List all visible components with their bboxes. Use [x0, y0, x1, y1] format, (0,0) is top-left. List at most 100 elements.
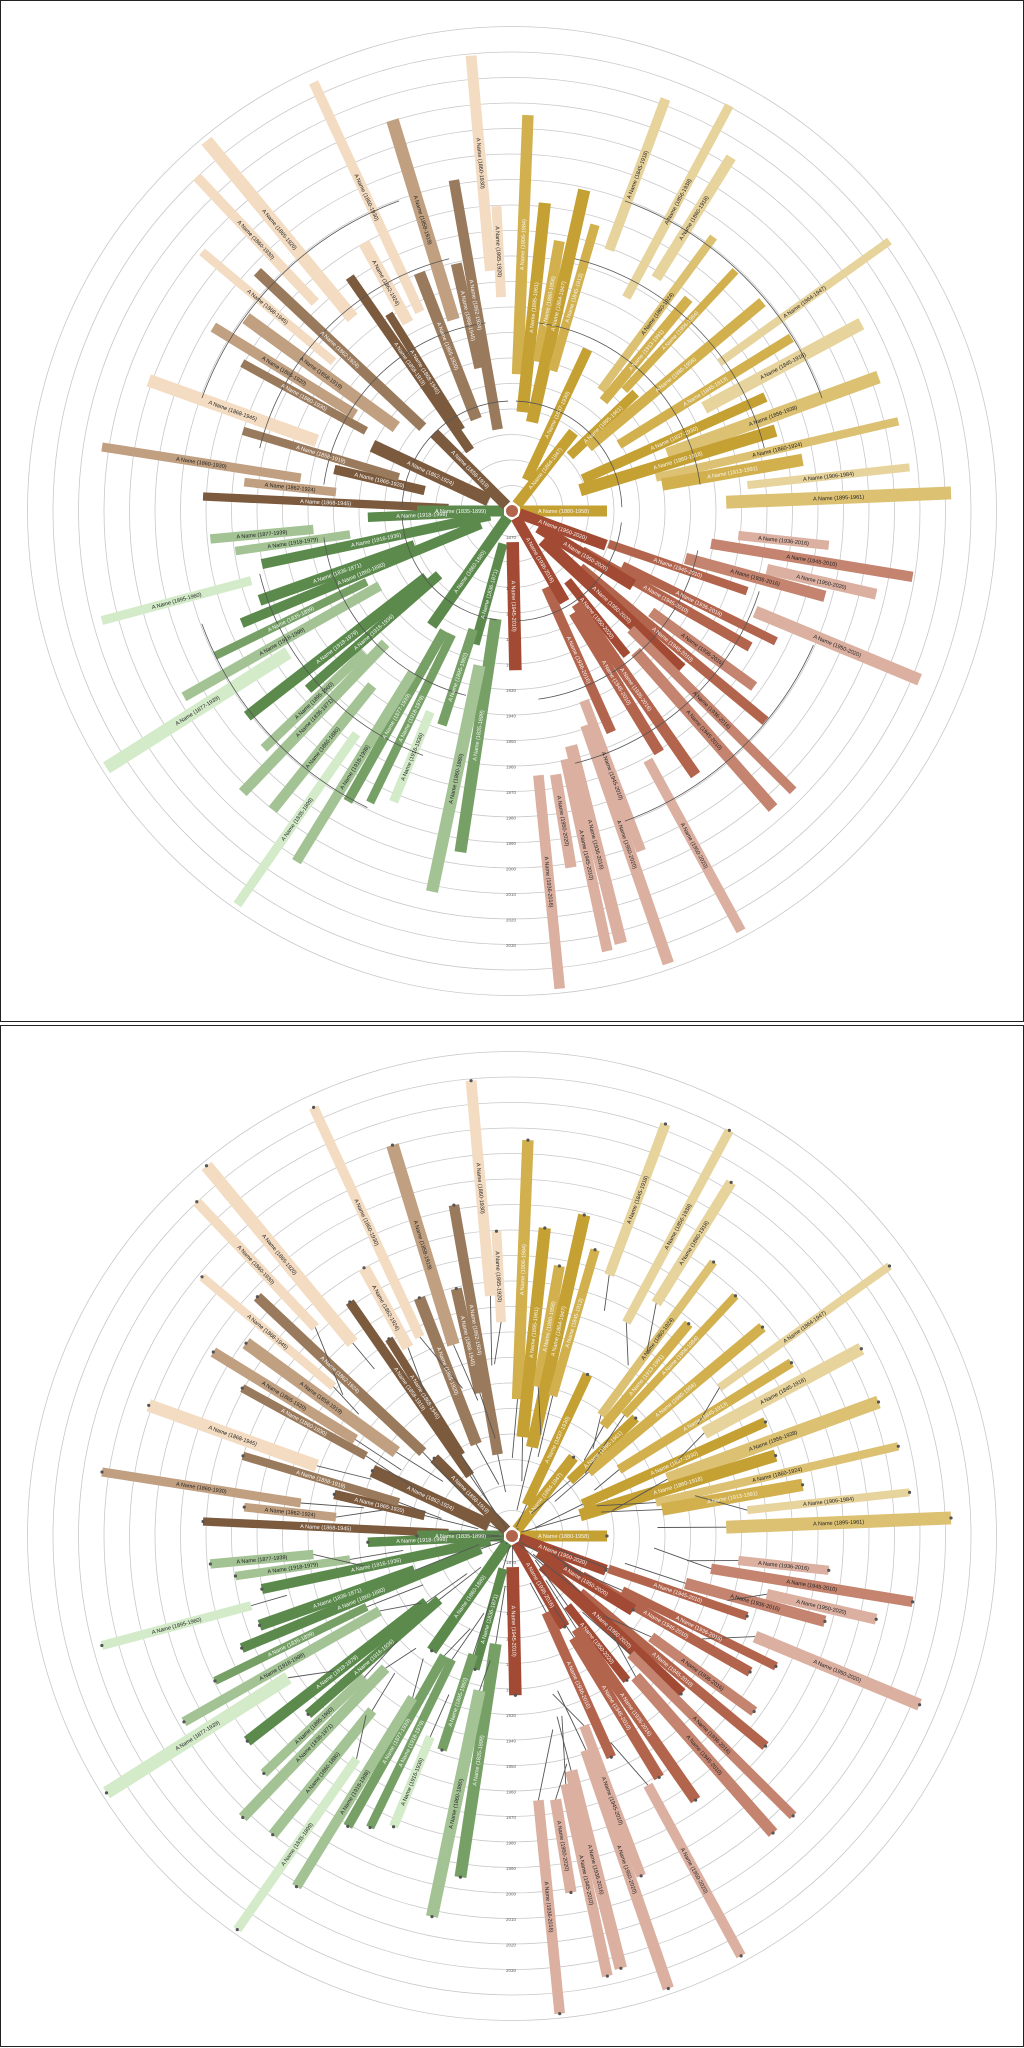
branch-connector: [365, 1455, 424, 1495]
lifespan-bar: [607, 1564, 749, 1621]
person-label: A Name (1895-1961): [529, 1307, 540, 1359]
lifespan-bar: [333, 464, 426, 496]
lifespan-bar: [413, 270, 482, 422]
branch-endpoint: [604, 1568, 608, 1572]
person-label: A Name (1936-2016): [543, 1881, 554, 1933]
branch-endpoint: [619, 1966, 623, 1970]
branch-connector: [426, 1573, 468, 1603]
lifespan-bar: [260, 1535, 492, 1595]
lifespan-bar: [683, 1577, 827, 1627]
lifespan-bar: [233, 731, 361, 908]
branch-connector: [553, 1606, 575, 1638]
branch-connector: [515, 1504, 527, 1528]
lifespan-bar: [238, 639, 390, 797]
branch-connector: [530, 1480, 571, 1515]
branch-endpoint: [473, 1667, 477, 1671]
branch-endpoint: [242, 1505, 246, 1509]
grid-ring: [231, 230, 793, 792]
branch-endpoint: [366, 1540, 370, 1544]
branch-endpoint: [752, 1709, 756, 1714]
branch-endpoint: [760, 1325, 765, 1329]
grid-ring: [231, 1255, 793, 1817]
lifespan-bar: [550, 1798, 577, 1894]
lifespan-bar: [470, 542, 508, 646]
radial-timeline-bottom: 1870188018901900191019201930194019501960…: [27, 1051, 997, 2021]
branch-connector: [480, 1540, 504, 1550]
lifespan-bar: [765, 563, 878, 600]
lifespan-bar: [516, 1227, 551, 1438]
branch-endpoint: [240, 1386, 244, 1390]
lifespan-bar: [683, 552, 827, 602]
lifespan-bar: [752, 606, 922, 686]
branch-connector: [554, 1471, 589, 1502]
person-label: A Name (1936-2016): [543, 856, 554, 908]
lifespan-bar: [181, 581, 383, 702]
lifespan-bar: [213, 578, 369, 660]
year-label: 1870: [506, 535, 517, 540]
branch-connector: [505, 1542, 508, 1545]
lifespan-bar: [430, 1454, 511, 1535]
branch-endpoint: [605, 1534, 609, 1538]
branch-endpoint: [639, 1874, 643, 1878]
lifespan-bar: [550, 773, 577, 869]
lifespan-bar: [665, 370, 881, 461]
branch-connector: [335, 1509, 384, 1518]
branch-connector: [460, 1454, 495, 1512]
person-label: A Name (1865-1920): [493, 1251, 502, 1302]
lifespan-bar: [535, 1547, 637, 1616]
lifespan-bar: [604, 97, 671, 252]
lifespan-bar: [101, 442, 302, 483]
lifespan-bar: [522, 347, 593, 483]
lifespan-bar: [243, 572, 430, 721]
branch-endpoint: [827, 1568, 831, 1572]
branch-endpoint: [679, 1692, 683, 1696]
branch-endpoint: [625, 1678, 629, 1682]
branch-endpoint: [370, 1469, 375, 1473]
branch-endpoint: [733, 1294, 738, 1298]
lifespan-bar: [654, 1442, 900, 1507]
person-label: A Name (1860-1930): [474, 138, 485, 190]
branch-connector: [494, 1322, 502, 1365]
person-label: A Name (1868-1945): [300, 499, 351, 507]
lifespan-bar: [201, 136, 358, 323]
lifespan-bar: [765, 1588, 878, 1625]
person-label: A Name (1918-1998): [396, 512, 447, 520]
lifespan-bar: [599, 295, 693, 405]
lifespan-bar: [580, 1748, 674, 1991]
lifespan-bar: [560, 757, 613, 953]
branch-endpoint: [748, 1670, 752, 1674]
lifespan-bar: [146, 1399, 320, 1472]
lifespan-bar: [366, 1657, 456, 1830]
branch-connector: [448, 1532, 500, 1537]
lifespan-bar: [304, 1596, 443, 1718]
lifespan-bar: [470, 1567, 508, 1671]
lifespan-bar: [427, 514, 512, 629]
grid-ring: [129, 1153, 895, 1919]
lifespan-bar: [234, 530, 351, 556]
lifespan-bar: [621, 267, 739, 393]
lifespan-bar: [512, 428, 578, 509]
branch-endpoint: [362, 1266, 366, 1270]
lifespan-bar: [597, 1259, 718, 1418]
family-arc-connector: [624, 200, 823, 399]
person-label: A Name (1880-1958): [655, 357, 698, 394]
lifespan-bar: [201, 1161, 358, 1348]
lifespan-bar: [448, 179, 503, 431]
lifespan-bar: [725, 486, 952, 509]
branch-endpoint: [182, 1720, 186, 1724]
year-label: 2020: [506, 1943, 517, 1948]
branch-endpoint: [244, 1341, 248, 1345]
person-label: A Name (1906-1984): [803, 1496, 855, 1508]
branch-endpoint: [910, 1600, 915, 1604]
lifespan-bar: [100, 576, 253, 625]
person-label: A Name (1895-1961): [813, 495, 864, 503]
branch-connector: [557, 1690, 587, 1751]
person-label: A Name (1880-1958): [655, 1382, 698, 1419]
lifespan-bar: [564, 578, 631, 658]
lifespan-bar: [465, 1080, 496, 1297]
branch-connector: [349, 1550, 404, 1560]
lifespan-bar: [580, 392, 768, 484]
branch-connector: [694, 1495, 748, 1511]
lifespan-bar: [585, 1323, 766, 1477]
branch-endpoint: [763, 1420, 768, 1424]
